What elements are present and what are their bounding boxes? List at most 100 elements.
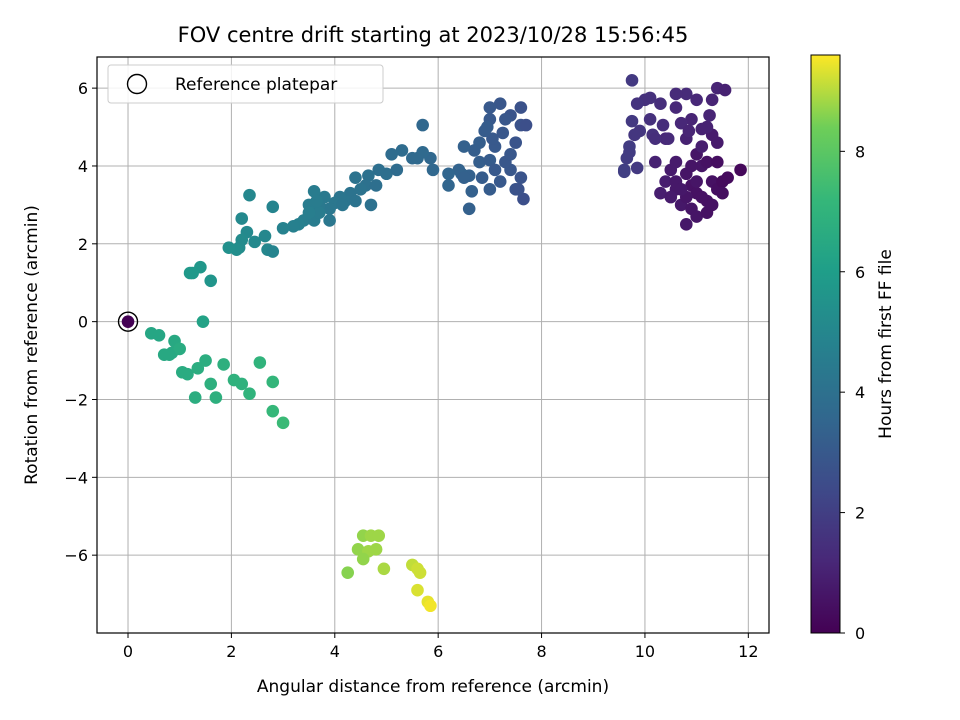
scatter-point	[312, 206, 326, 219]
scatter-point	[377, 562, 391, 576]
scatter-point	[426, 163, 440, 177]
x-axis-ticks: 0 2 4 6 8 10 12	[123, 633, 759, 661]
scatter-point	[734, 163, 747, 177]
x-tick-label: 0	[123, 642, 133, 661]
scatter-point	[488, 163, 502, 177]
scatter-point	[302, 206, 316, 219]
scatter-point	[323, 214, 336, 227]
scatter-point	[204, 377, 218, 391]
x-tick-label: 8	[536, 642, 546, 661]
scatter-point	[204, 274, 218, 288]
scatter-point	[416, 118, 429, 132]
scatter-point	[514, 171, 528, 184]
scatter-point	[630, 97, 644, 111]
scatter-point	[266, 200, 280, 214]
scatter-point	[499, 112, 512, 126]
scatter-point	[253, 356, 267, 369]
scatter-point	[191, 362, 205, 375]
scatter-point	[196, 315, 210, 328]
scatter-point	[307, 184, 321, 198]
scatter-point	[695, 122, 709, 136]
scatter-point	[266, 245, 280, 258]
scatter-point	[695, 140, 709, 153]
x-tick-label: 12	[738, 642, 758, 661]
scatter-point	[483, 101, 497, 114]
scatter-point	[682, 124, 696, 138]
scatter-point	[152, 328, 166, 342]
scatter-point	[457, 140, 471, 153]
scatter-point	[276, 221, 290, 235]
scatter-point	[395, 144, 409, 157]
scatter-point	[648, 132, 662, 146]
scatter-point	[351, 543, 365, 556]
scatter-point	[486, 132, 499, 146]
scatter-point	[514, 101, 528, 114]
scatter-point	[705, 198, 719, 212]
scatter-point	[504, 147, 517, 161]
scatter-point	[188, 391, 202, 404]
y-tick-label: 2	[78, 235, 88, 254]
scatter-point	[424, 599, 437, 613]
scatter-point	[385, 147, 398, 161]
scatter-point	[475, 171, 489, 184]
chart-title: FOV centre drift starting at 2023/10/28 …	[178, 23, 689, 47]
scatter-point	[468, 144, 481, 157]
scatter-point	[356, 552, 370, 566]
scatter-point	[705, 93, 719, 107]
scatter-point	[669, 87, 683, 101]
scatter-point	[287, 219, 300, 233]
scatter-point	[310, 194, 323, 208]
plot-frame	[96, 56, 770, 634]
x-tick-label: 6	[433, 642, 443, 661]
scatter-point	[625, 74, 639, 87]
scatter-point	[703, 109, 716, 122]
scatter-point	[690, 175, 703, 188]
scatter-point	[679, 87, 693, 101]
scatter-point	[656, 118, 670, 132]
scatter-point	[664, 190, 678, 204]
scatter-point	[478, 124, 491, 138]
scatter-point	[628, 128, 641, 142]
scatter-point	[685, 112, 698, 126]
scatter-point	[243, 387, 256, 400]
data-points	[121, 74, 747, 613]
scatter-point	[643, 112, 657, 126]
x-axis-label: Angular distance from reference (arcmin)	[257, 677, 609, 697]
y-tick-label: −2	[64, 390, 88, 409]
reference-platepar-marker	[117, 311, 139, 332]
scatter-point	[411, 583, 424, 597]
colorbar-tick-label: 6	[855, 263, 865, 282]
x-tick-label: 4	[330, 642, 340, 661]
y-tick-label: 6	[78, 79, 88, 98]
scatter-point	[390, 163, 404, 177]
colorbar-tick-label: 4	[855, 383, 865, 402]
scatter-point	[209, 391, 223, 404]
scatter-point	[623, 146, 636, 159]
legend-box	[107, 64, 384, 104]
scatter-point	[483, 153, 497, 167]
scatter-point	[217, 358, 230, 371]
scatter-point	[630, 161, 644, 175]
scatter-point	[163, 348, 176, 362]
scatter-point	[222, 241, 236, 255]
scatter-point	[173, 342, 187, 356]
scatter-point	[493, 175, 507, 188]
scatter-point	[519, 118, 533, 132]
scatter-point	[354, 183, 367, 196]
scatter-point	[364, 198, 378, 212]
scatter-point	[669, 155, 683, 169]
scatter-point	[483, 183, 497, 196]
y-tick-label: −4	[64, 468, 88, 487]
scatter-point	[690, 210, 703, 223]
scatter-point	[669, 101, 683, 114]
scatter-point	[509, 136, 523, 149]
scatter-point	[349, 171, 362, 184]
x-tick-label: 10	[635, 642, 655, 661]
colorbar	[810, 54, 841, 634]
scatter-point	[496, 126, 510, 140]
y-tick-label: 4	[78, 157, 88, 176]
scatter-point	[266, 404, 280, 418]
scatter-point	[711, 136, 724, 149]
scatter-point	[121, 315, 135, 328]
scatter-point	[685, 159, 698, 173]
